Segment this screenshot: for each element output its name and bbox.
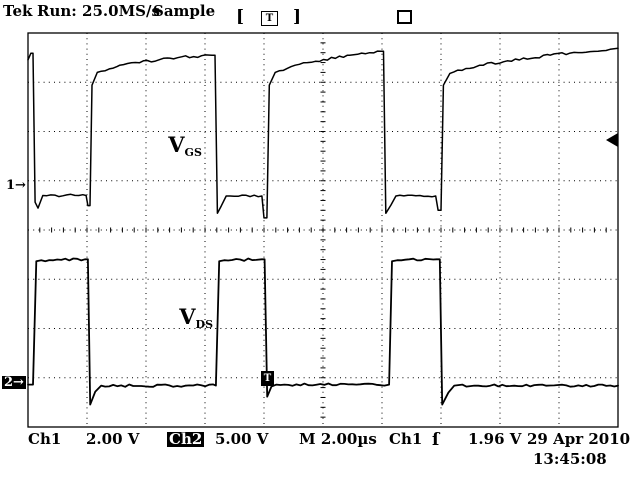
vds-label-main: V bbox=[179, 304, 196, 329]
wave-label-vgs: VGS bbox=[139, 113, 202, 179]
trigger-time-marker: T bbox=[261, 371, 274, 386]
date-text: 29 Apr 2010 bbox=[527, 430, 631, 448]
brand-logo: Tek bbox=[3, 2, 33, 20]
wave-label-vds: VDS bbox=[150, 285, 213, 351]
acquisition-status: Run: 25.0MS/s bbox=[37, 2, 160, 20]
trigger-position-bracket-left: [ bbox=[236, 7, 245, 27]
ch1-label-readout: Ch1 bbox=[28, 430, 62, 448]
record-view-icon bbox=[397, 10, 412, 24]
rising-edge-icon: ſ bbox=[432, 430, 440, 450]
acquisition-mode: Sample bbox=[153, 2, 216, 20]
trigger-position-t-icon: T bbox=[261, 11, 278, 26]
ch2-scale-readout: 5.00 V bbox=[215, 430, 269, 448]
time-text: 13:45:08 bbox=[533, 450, 607, 468]
vds-label-sub: DS bbox=[195, 318, 214, 331]
ch1-ground-marker: 1→ bbox=[6, 178, 26, 193]
ch1-scale-readout: 2.00 V bbox=[86, 430, 140, 448]
ch2-label-readout: Ch2 bbox=[167, 430, 205, 448]
trigger-level-arrow-icon bbox=[606, 133, 618, 147]
trigger-level-readout: 1.96 V bbox=[468, 430, 522, 448]
timebase-readout: M 2.00µs bbox=[299, 430, 377, 448]
ch2-ground-marker: 2→ bbox=[2, 375, 26, 390]
vgs-label-main: V bbox=[168, 132, 185, 157]
trigger-position-bracket-right: ] bbox=[293, 7, 302, 27]
vgs-label-sub: GS bbox=[184, 146, 202, 159]
trigger-source-readout: Ch1 bbox=[389, 430, 423, 448]
